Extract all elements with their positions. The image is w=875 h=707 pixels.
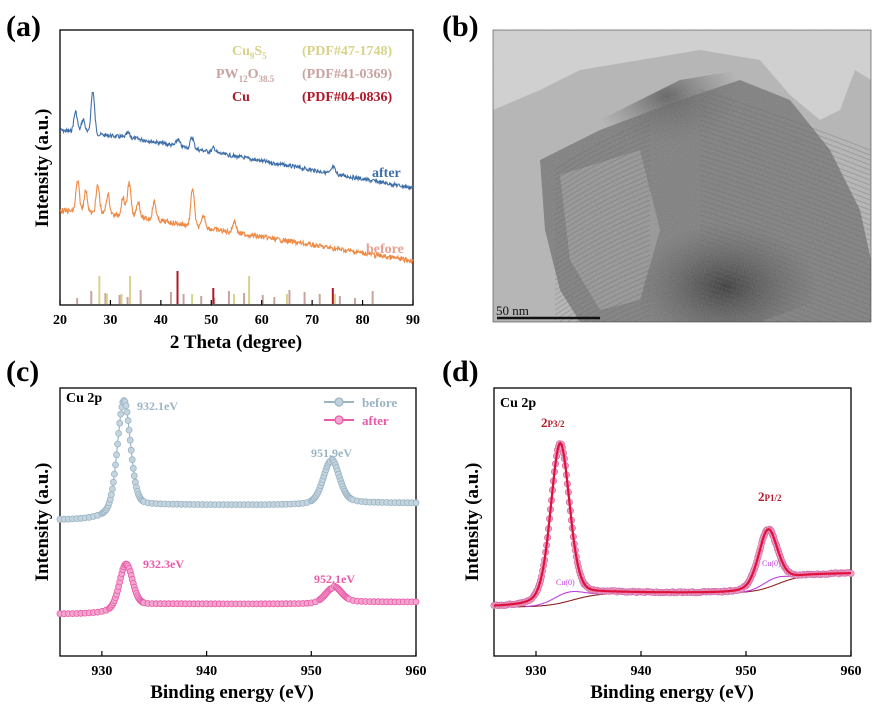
panel-c-before-point-54 — [113, 451, 120, 459]
legend-pw12o: PW12O38.5 — [216, 67, 275, 84]
legend-cu9s5: Cu9S5 — [232, 44, 267, 61]
panel-a-label: (a) — [6, 10, 41, 43]
panel-c-after-point-340 — [412, 598, 420, 606]
panel-c-plot-frame — [59, 387, 417, 657]
panel-c-before-point-69 — [128, 456, 136, 464]
scale-bar-label: 50 nm — [496, 303, 529, 318]
panel-c-before-point-63 — [122, 402, 130, 410]
panel-c-before-point-53 — [112, 461, 119, 469]
panel-c-before-point-55 — [114, 440, 121, 448]
panel-a-tick-label-50: 50 — [204, 313, 218, 328]
panel-c-before-point-64 — [123, 408, 131, 416]
panel-c-before-point-71 — [130, 472, 138, 480]
legend-cu-pdf: (PDF#04-0836) — [302, 90, 393, 105]
peak-label-2p1-2: 2P1/2 — [758, 489, 782, 504]
panel-a-before-curve — [59, 179, 414, 265]
panel-d-x-ticks: 930 940 950 960 — [526, 651, 862, 679]
panel-a-plot-frame — [59, 29, 414, 306]
panel-d-plot-frame — [493, 387, 852, 657]
tem-image — [493, 30, 871, 322]
panel-c-label: (c) — [6, 355, 39, 388]
panel-c-before-point-56 — [115, 429, 122, 437]
panel-d-fit-curve — [494, 441, 851, 607]
panel-c-before-markers — [56, 397, 420, 523]
panel-a-tick-label-90: 90 — [406, 313, 420, 328]
panel-a-tick-label-20: 20 — [53, 313, 67, 328]
peak-label-952.1: 952.1eV — [314, 572, 355, 586]
panel-c-after-markers — [56, 560, 420, 618]
legend-before-marker — [334, 397, 344, 407]
cu0-label-1: Cu(0) — [556, 578, 575, 587]
panel-c-legend: before after — [324, 395, 397, 428]
panel-c-tick-label-930: 930 — [91, 664, 112, 679]
panel-a-after-curve — [59, 91, 414, 191]
panel-a-xlabel: 2 Theta (degree) — [170, 332, 302, 353]
panel-c-tick-label-940: 940 — [196, 664, 217, 679]
tem-frame — [492, 29, 872, 323]
panel-c-before-point-49 — [107, 491, 115, 499]
legend-before: before — [362, 395, 397, 410]
cu0-label-2: Cu(0) — [762, 559, 781, 568]
legend-after: after — [362, 413, 389, 428]
panel-d-tick-label-940: 940 — [631, 664, 652, 679]
peak-label-951.9: 951.9eV — [311, 446, 352, 460]
panel-c-before-point-68 — [127, 446, 135, 454]
panel-c-before-point-67 — [126, 436, 134, 444]
panel-c-xlabel: Binding energy (eV) — [150, 682, 314, 703]
panel-c-before-point-52 — [111, 470, 118, 478]
panel-a-tick-label-40: 40 — [154, 313, 168, 328]
panel-c-before-point-66 — [125, 426, 133, 434]
panel-c-before-point-57 — [116, 419, 124, 427]
panel-a-reference-lines — [76, 271, 374, 304]
peak-label-2p3-2: 2P3/2 — [541, 415, 565, 430]
panel-c-tick-label-950: 950 — [301, 664, 322, 679]
panel-d-ylabel: Intensity (a.u.) — [462, 463, 483, 582]
panel-c-before-point-65 — [124, 417, 132, 424]
panel-c-tick-label-960: 960 — [406, 664, 427, 679]
panel-a-after-label: after — [372, 166, 401, 181]
panel-d-label: (d) — [442, 355, 479, 388]
panel-d-xlabel: Binding energy (eV) — [590, 682, 754, 703]
panel-a-tick-label-30: 30 — [103, 313, 117, 328]
panel-c-before-point-58 — [117, 410, 125, 418]
legend-cu9s5-pdf: (PDF#47-1748) — [302, 44, 393, 59]
panel-d-tick-label-960: 960 — [841, 664, 862, 679]
panel-d-data-markers — [490, 440, 855, 610]
panel-c-ylabel: Intensity (a.u.) — [32, 463, 53, 582]
panel-b-label: (b) — [442, 10, 479, 43]
panel-c-before-point-51 — [110, 478, 117, 486]
panel-c-x-ticks: 930 940 950 960 — [91, 651, 427, 679]
panel-a-tick-label-80: 80 — [356, 313, 370, 328]
panel-d-tick-label-930: 930 — [526, 664, 547, 679]
tem-fringe-a-39 — [632, 314, 651, 322]
legend-pw12o-pdf: (PDF#41-0369) — [302, 67, 393, 82]
legend-after-marker — [334, 415, 344, 425]
panel-a-tick-label-70: 70 — [305, 313, 319, 328]
panel-d-title: Cu 2p — [500, 396, 536, 411]
panel-a-before-label: before — [366, 242, 404, 257]
panel-c-title: Cu 2p — [66, 391, 102, 406]
panel-a-ylabel: Intensity (a.u.) — [32, 109, 53, 228]
panel-d-tick-label-950: 950 — [736, 664, 757, 679]
legend-cu: Cu — [232, 90, 250, 105]
peak-label-932.1: 932.1eV — [137, 399, 178, 413]
panel-c-before-point-50 — [109, 485, 116, 493]
panel-a-tick-label-60: 60 — [255, 313, 269, 328]
panel-a-x-ticks: 20 30 40 50 60 70 80 90 — [53, 300, 420, 328]
panel-c-before-point-340 — [412, 499, 420, 507]
peak-label-932.3: 932.3eV — [143, 557, 184, 571]
panel-c-before-point-70 — [129, 464, 137, 472]
